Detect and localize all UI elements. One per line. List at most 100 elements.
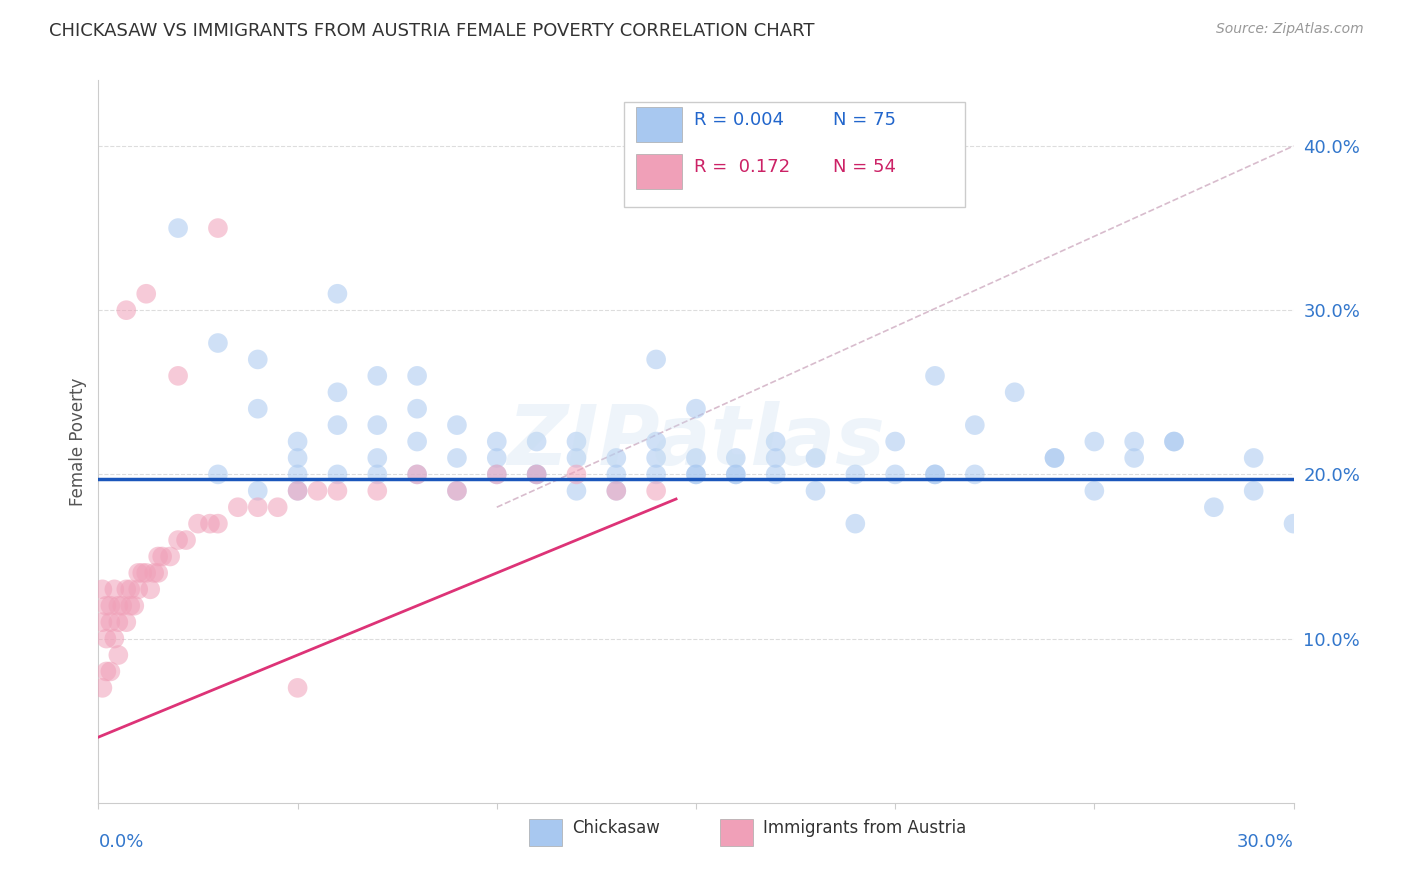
Point bbox=[724, 450, 747, 465]
Point bbox=[685, 450, 707, 465]
Bar bbox=[637, 107, 682, 142]
Point bbox=[124, 599, 146, 613]
Point bbox=[96, 632, 118, 646]
Point bbox=[198, 516, 221, 531]
Point bbox=[107, 615, 129, 630]
Point bbox=[1083, 483, 1105, 498]
Point bbox=[1243, 483, 1265, 498]
Point bbox=[167, 533, 190, 547]
Point bbox=[326, 385, 349, 400]
Text: CHICKASAW VS IMMIGRANTS FROM AUSTRIA FEMALE POVERTY CORRELATION CHART: CHICKASAW VS IMMIGRANTS FROM AUSTRIA FEM… bbox=[49, 22, 814, 40]
Point bbox=[366, 483, 388, 498]
Point bbox=[115, 582, 138, 597]
Text: Source: ZipAtlas.com: Source: ZipAtlas.com bbox=[1216, 22, 1364, 37]
Point bbox=[446, 418, 468, 433]
Point bbox=[884, 434, 907, 449]
Point bbox=[366, 368, 388, 383]
Point bbox=[565, 434, 588, 449]
Point bbox=[207, 516, 229, 531]
Text: R =  0.172: R = 0.172 bbox=[693, 158, 790, 176]
Y-axis label: Female Poverty: Female Poverty bbox=[69, 377, 87, 506]
Point bbox=[685, 401, 707, 416]
Point bbox=[804, 483, 827, 498]
Point bbox=[366, 450, 388, 465]
Point bbox=[135, 566, 157, 580]
Point bbox=[98, 599, 122, 613]
Point bbox=[115, 303, 138, 318]
Point bbox=[159, 549, 181, 564]
Point bbox=[645, 450, 668, 465]
Point bbox=[685, 467, 707, 482]
Point bbox=[103, 582, 125, 597]
Point bbox=[924, 467, 946, 482]
Text: N = 54: N = 54 bbox=[834, 158, 897, 176]
Point bbox=[143, 566, 166, 580]
Point bbox=[287, 450, 309, 465]
Point bbox=[207, 221, 229, 235]
Point bbox=[1004, 385, 1026, 400]
Point bbox=[1123, 434, 1146, 449]
Text: Chickasaw: Chickasaw bbox=[572, 819, 659, 837]
Point bbox=[526, 434, 548, 449]
Point bbox=[1243, 450, 1265, 465]
Point bbox=[526, 467, 548, 482]
Point bbox=[287, 483, 309, 498]
Point bbox=[446, 483, 468, 498]
Bar bbox=[637, 154, 682, 189]
Point bbox=[765, 434, 787, 449]
Point bbox=[645, 467, 668, 482]
Point bbox=[1043, 450, 1066, 465]
Point bbox=[724, 467, 747, 482]
Point bbox=[287, 483, 309, 498]
Point bbox=[645, 483, 668, 498]
Point bbox=[111, 599, 134, 613]
Text: R = 0.004: R = 0.004 bbox=[693, 111, 783, 128]
Point bbox=[446, 450, 468, 465]
Point bbox=[844, 467, 866, 482]
Point bbox=[765, 467, 787, 482]
Point bbox=[724, 467, 747, 482]
Point bbox=[167, 221, 190, 235]
Point bbox=[226, 500, 249, 515]
Text: N = 75: N = 75 bbox=[834, 111, 897, 128]
Point bbox=[1282, 516, 1305, 531]
Point bbox=[366, 418, 388, 433]
Point bbox=[526, 467, 548, 482]
Point bbox=[246, 401, 269, 416]
Point bbox=[963, 418, 986, 433]
Point bbox=[148, 549, 170, 564]
Point bbox=[605, 483, 627, 498]
Point bbox=[120, 582, 142, 597]
Point bbox=[167, 368, 190, 383]
Text: 0.0%: 0.0% bbox=[98, 833, 143, 851]
Point bbox=[645, 352, 668, 367]
Point bbox=[924, 467, 946, 482]
Point bbox=[174, 533, 197, 547]
Point bbox=[96, 599, 118, 613]
Point bbox=[127, 582, 149, 597]
Point bbox=[565, 450, 588, 465]
Point bbox=[107, 648, 129, 662]
FancyBboxPatch shape bbox=[624, 102, 965, 207]
Point bbox=[485, 434, 508, 449]
Point bbox=[765, 450, 787, 465]
Point bbox=[207, 336, 229, 351]
Point bbox=[605, 483, 627, 498]
Point bbox=[485, 467, 508, 482]
Point bbox=[1123, 450, 1146, 465]
Point bbox=[267, 500, 290, 515]
Point bbox=[207, 467, 229, 482]
Point bbox=[963, 467, 986, 482]
Point bbox=[406, 467, 429, 482]
Point bbox=[246, 483, 269, 498]
Text: Immigrants from Austria: Immigrants from Austria bbox=[763, 819, 966, 837]
Point bbox=[96, 665, 118, 679]
Point bbox=[366, 467, 388, 482]
Point bbox=[107, 599, 129, 613]
Point bbox=[246, 352, 269, 367]
Point bbox=[287, 434, 309, 449]
Point bbox=[884, 467, 907, 482]
Point bbox=[485, 467, 508, 482]
Point bbox=[1043, 450, 1066, 465]
Point bbox=[326, 483, 349, 498]
